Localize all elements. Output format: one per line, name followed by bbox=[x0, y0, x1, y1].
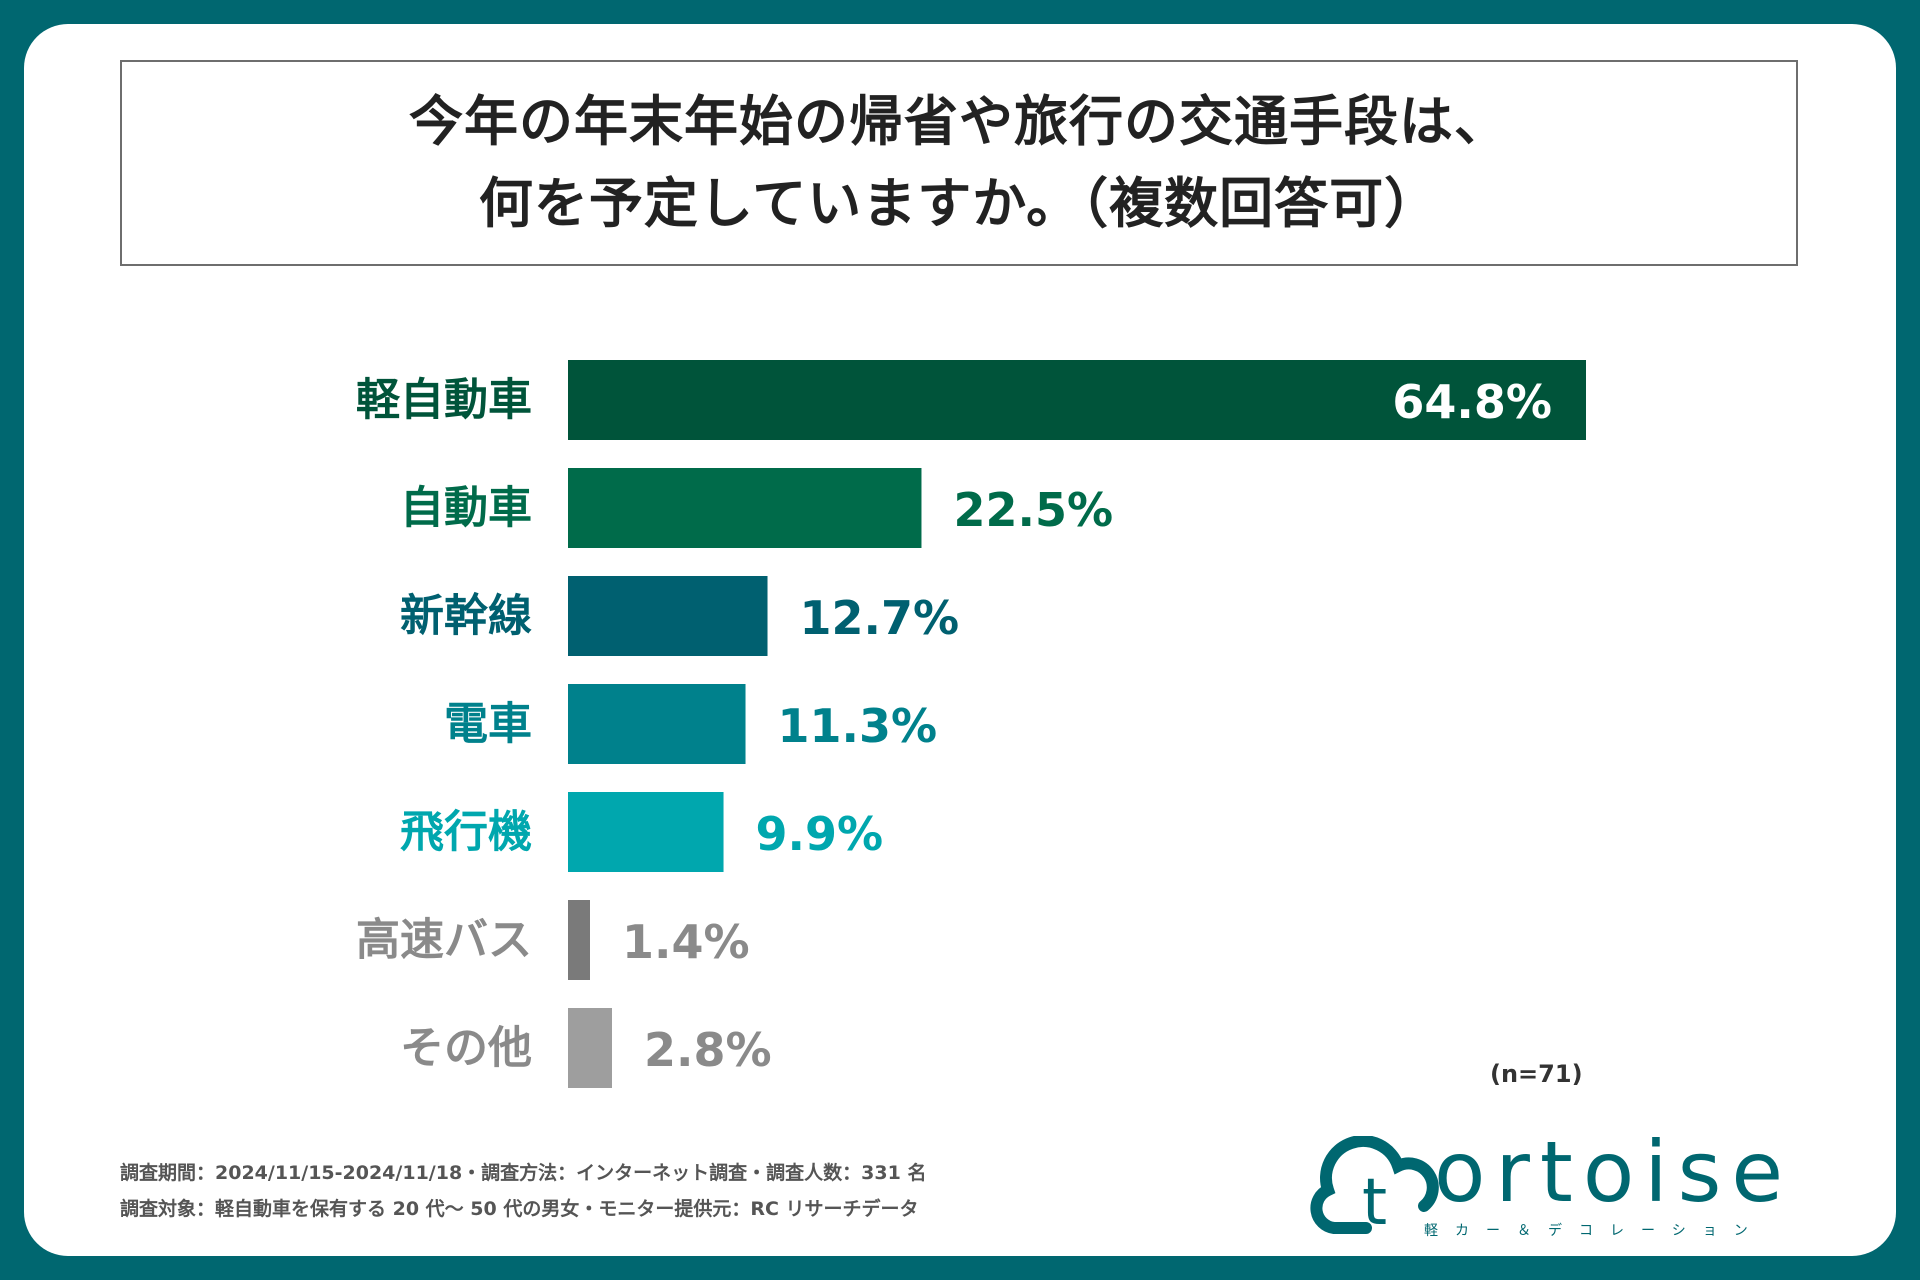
value-label: 22.5% bbox=[953, 483, 1113, 537]
chart-title-line-2: 何を予定していますか。（複数回答可） bbox=[478, 172, 1440, 235]
title-box: 今年の年末年始の帰省や旅行の交通手段は、 何を予定していますか。（複数回答可） bbox=[120, 60, 1798, 266]
category-label: 軽自動車 bbox=[356, 375, 532, 426]
value-label: 12.7% bbox=[800, 591, 960, 645]
value-label: 64.8% bbox=[1392, 375, 1552, 429]
category-label: その他 bbox=[400, 1023, 532, 1074]
bar bbox=[568, 900, 590, 980]
value-label: 11.3% bbox=[778, 699, 938, 753]
chart-title-line-1: 今年の年末年始の帰省や旅行の交通手段は、 bbox=[409, 90, 1509, 153]
value-label: 2.8% bbox=[644, 1023, 772, 1077]
tortoise-logo: t ortoise 軽カー＆デコレーション bbox=[1306, 1123, 1806, 1240]
chart-card bbox=[24, 24, 1896, 1256]
bar bbox=[568, 1008, 612, 1088]
survey-footnote-1: 調査期間：2024/11/15-2024/11/18・調査方法：インターネット調… bbox=[120, 1162, 927, 1184]
bar bbox=[568, 360, 1586, 440]
value-label: 1.4% bbox=[622, 915, 750, 969]
logo-wordmark: ortoise bbox=[1434, 1123, 1794, 1221]
tortoise-logo-mark-icon: t bbox=[1310, 1136, 1439, 1236]
bar bbox=[568, 576, 768, 656]
logo-initial: t bbox=[1362, 1166, 1387, 1236]
category-label: 電車 bbox=[444, 699, 532, 750]
bar bbox=[568, 684, 746, 764]
logo-subtitle: 軽カー＆デコレーション bbox=[1424, 1223, 1765, 1239]
category-label: 高速バス bbox=[356, 915, 532, 966]
sample-size-label: (n=71) bbox=[1490, 1060, 1583, 1088]
survey-footnote-2: 調査対象：軽自動車を保有する 20 代〜 50 代の男女・モニター提供元：RC … bbox=[120, 1198, 919, 1220]
value-label: 9.9% bbox=[756, 807, 884, 861]
bar bbox=[568, 792, 724, 872]
category-label: 自動車 bbox=[400, 483, 532, 534]
bar bbox=[568, 468, 922, 548]
category-label: 新幹線 bbox=[400, 591, 532, 642]
category-label: 飛行機 bbox=[400, 807, 532, 858]
